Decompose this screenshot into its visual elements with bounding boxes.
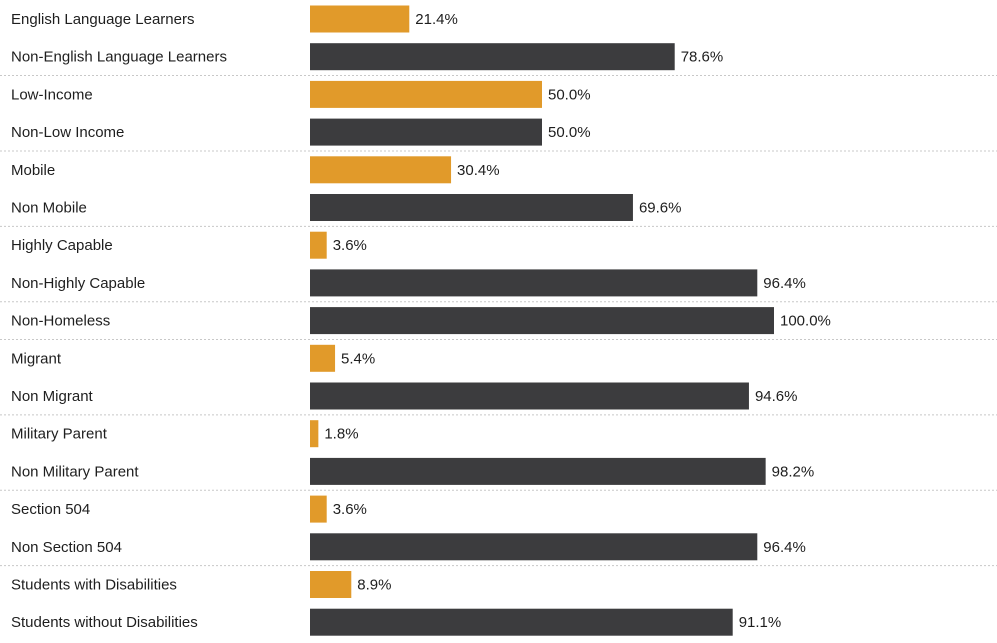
bar-row: Highly Capable 3.6% [11,231,367,259]
bar [310,231,327,259]
value-label: 100.0% [780,313,831,330]
category-label: Non Military Parent [11,463,139,480]
bar-row: English Language Learners 21.4% [11,5,458,33]
bar-row: Mobile 30.4% [11,156,500,184]
bar [310,344,336,372]
value-label: 3.6% [333,237,367,254]
value-label: 30.4% [457,162,500,179]
bar [310,382,749,410]
bar-row: Military Parent 1.8% [11,420,359,448]
bar-row: Non Migrant 94.6% [11,382,798,410]
value-label: 3.6% [333,501,367,518]
bar [310,43,675,71]
value-label: 96.4% [763,275,806,292]
bar [310,457,766,485]
bar [310,194,633,221]
category-label: Students with Disabilities [11,577,177,594]
bar [310,269,758,297]
value-label: 69.6% [639,200,682,217]
category-label: Mobile [11,162,55,179]
category-label: Military Parent [11,426,108,443]
category-label: English Language Learners [11,11,194,28]
bar-row: Non Mobile 69.6% [11,194,681,221]
value-label: 50.0% [548,124,591,141]
category-label: Non-Homeless [11,313,110,330]
category-label: Non-Highly Capable [11,275,145,292]
bar-row: Students without Disabilities 91.1% [11,608,782,636]
bar-row: Section 504 3.6% [11,495,367,523]
value-label: 21.4% [415,11,458,28]
bar-row: Students with Disabilities 8.9% [11,571,391,598]
category-label: Highly Capable [11,237,113,254]
value-label: 94.6% [755,388,798,405]
bar [310,420,319,448]
bar [310,307,774,335]
category-label: Non Section 504 [11,539,122,556]
value-label: 1.8% [324,426,358,443]
value-label: 8.9% [357,577,391,594]
bar-row: Non-Highly Capable 96.4% [11,269,806,297]
bar-row: Low-Income 50.0% [11,80,591,108]
category-label: Low-Income [11,86,93,103]
value-label: 91.1% [739,614,782,631]
bar [310,608,733,636]
category-label: Students without Disabilities [11,614,198,631]
category-label: Non-Low Income [11,124,124,141]
value-label: 50.0% [548,86,591,103]
bar [310,495,327,523]
bar [310,156,452,184]
value-label: 96.4% [763,539,806,556]
category-label: Non Mobile [11,200,87,217]
category-label: Migrant [11,350,62,367]
category-label: Non-English Language Learners [11,49,227,66]
bar-row: Migrant 5.4% [11,344,375,372]
bar-row: Non-English Language Learners 78.6% [11,43,724,71]
bar-row: Non-Homeless 100.0% [11,307,831,335]
value-label: 5.4% [341,350,375,367]
bar-row: Non-Low Income 50.0% [11,118,591,146]
bar [310,5,410,33]
bar [310,571,352,598]
bar-row: Non Military Parent 98.2% [11,457,815,485]
category-label: Section 504 [11,501,90,518]
category-label: Non Migrant [11,388,94,405]
value-label: 78.6% [681,49,724,66]
value-label: 98.2% [772,463,815,480]
bar [310,118,542,146]
bar-row: Non Section 504 96.4% [11,533,806,561]
bar [310,533,758,561]
bar [310,80,542,108]
